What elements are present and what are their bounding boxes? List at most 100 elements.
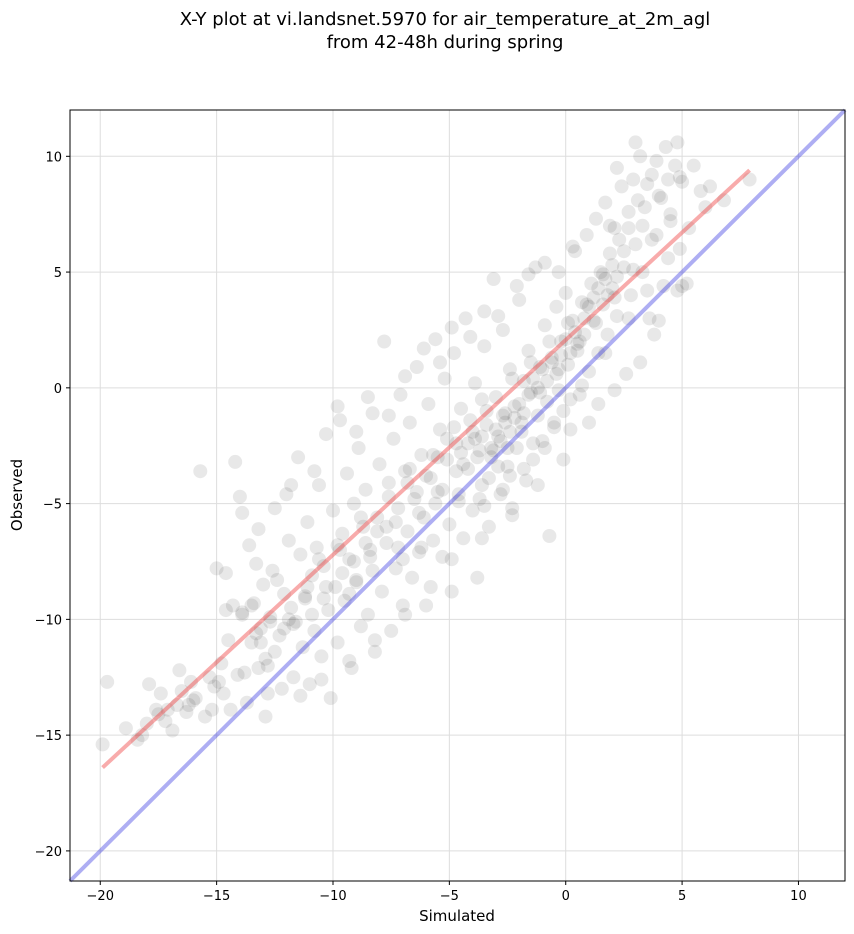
data-point xyxy=(381,489,396,504)
data-point xyxy=(598,346,613,361)
data-point xyxy=(319,580,333,594)
y-tick-label: 5 xyxy=(54,266,62,281)
data-point xyxy=(628,135,643,150)
data-point xyxy=(330,399,345,414)
data-point xyxy=(551,383,566,398)
data-point xyxy=(312,478,326,493)
data-point xyxy=(342,586,357,601)
data-point xyxy=(465,424,480,439)
data-point xyxy=(647,327,662,342)
data-point xyxy=(335,526,350,541)
data-point xyxy=(468,431,482,446)
data-point xyxy=(419,468,434,483)
chart-title-line2: from 42-48h during spring xyxy=(327,32,564,53)
data-point xyxy=(381,475,396,490)
data-point xyxy=(379,536,394,550)
data-point xyxy=(421,397,436,411)
data-point xyxy=(409,360,424,374)
data-point xyxy=(235,505,250,520)
data-point xyxy=(363,542,378,557)
data-point xyxy=(535,362,550,377)
data-point xyxy=(663,207,678,222)
data-point xyxy=(281,612,296,627)
data-point xyxy=(582,299,596,314)
data-point xyxy=(356,519,371,534)
data-point xyxy=(253,635,268,650)
data-point xyxy=(672,170,687,185)
data-point xyxy=(214,656,229,671)
data-point xyxy=(565,239,580,254)
data-point xyxy=(151,707,166,722)
data-point xyxy=(591,397,606,411)
data-point xyxy=(491,309,506,324)
data-point xyxy=(353,510,368,525)
data-point xyxy=(628,237,643,252)
data-point xyxy=(682,221,697,236)
data-point xyxy=(582,364,596,379)
data-point xyxy=(547,420,562,435)
data-point xyxy=(672,241,687,256)
data-point xyxy=(184,674,198,689)
data-point xyxy=(449,436,464,451)
data-point xyxy=(577,327,592,342)
x-axis-label: Simulated xyxy=(419,907,495,925)
data-point xyxy=(626,262,641,277)
grid xyxy=(70,110,845,881)
data-point xyxy=(174,684,189,699)
data-point xyxy=(465,503,480,518)
data-point xyxy=(661,251,676,266)
data-point xyxy=(556,404,571,418)
data-point xyxy=(165,723,180,738)
data-point xyxy=(526,452,541,467)
data-point xyxy=(435,482,450,497)
data-point xyxy=(358,536,373,550)
data-point xyxy=(118,721,133,736)
data-point xyxy=(235,607,250,622)
data-point xyxy=(419,598,434,613)
data-point xyxy=(616,244,631,259)
data-point xyxy=(551,265,566,280)
data-point xyxy=(679,276,694,291)
data-point xyxy=(307,464,322,479)
data-point xyxy=(316,591,331,606)
data-point xyxy=(218,603,233,618)
data-point xyxy=(100,674,115,689)
data-point xyxy=(330,538,345,553)
x-axis-ticks: −20 −15 −10 −5 0 5 10 xyxy=(87,881,807,904)
data-point xyxy=(335,566,350,581)
data-point xyxy=(598,195,613,210)
data-point xyxy=(479,404,494,418)
data-point xyxy=(516,461,531,476)
data-point xyxy=(295,640,310,655)
data-point xyxy=(591,346,606,361)
data-point xyxy=(600,288,615,303)
data-point xyxy=(400,475,415,490)
data-point xyxy=(158,714,173,729)
data-point xyxy=(312,552,326,567)
data-point xyxy=(486,272,501,286)
data-point xyxy=(463,329,478,344)
data-point xyxy=(228,454,243,469)
data-point xyxy=(623,288,638,303)
data-point xyxy=(607,383,622,398)
data-point xyxy=(675,174,690,189)
data-point xyxy=(235,605,250,620)
data-point xyxy=(516,373,531,388)
data-point xyxy=(298,591,313,606)
data-point xyxy=(449,464,464,479)
data-point xyxy=(484,450,499,465)
data-point xyxy=(274,681,289,696)
data-point xyxy=(456,457,471,472)
data-point xyxy=(577,311,592,326)
data-point xyxy=(272,628,287,643)
data-point xyxy=(444,552,459,567)
data-point xyxy=(579,297,594,312)
data-point xyxy=(412,545,427,560)
data-point xyxy=(575,295,589,310)
data-point xyxy=(600,327,615,342)
data-point xyxy=(349,575,364,590)
data-point xyxy=(416,510,431,525)
data-point xyxy=(263,614,278,629)
data-point xyxy=(582,415,596,430)
data-point xyxy=(130,732,145,747)
